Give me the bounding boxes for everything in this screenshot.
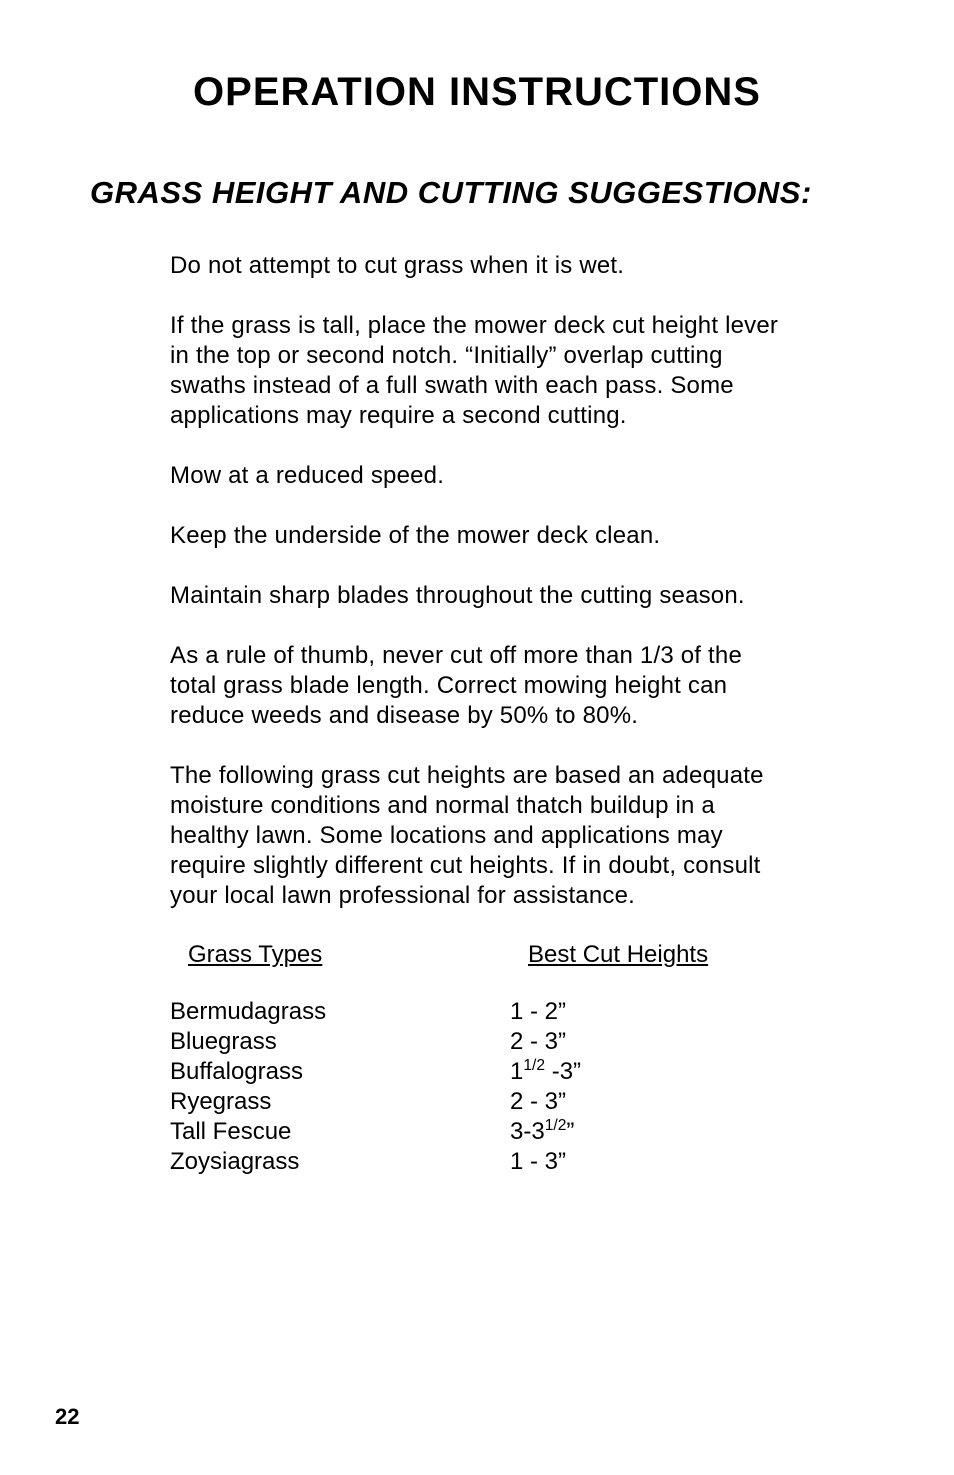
height-prefix: 1 (510, 1058, 523, 1085)
cut-heights-table: Grass Types Best Cut Heights Bermudagras… (90, 941, 864, 1177)
cut-height: 1 - 2” (510, 997, 670, 1027)
cut-height: 11/2 -3” (510, 1057, 670, 1087)
height-prefix: 2 - 3 (510, 1028, 558, 1055)
body-block: Do not attempt to cut grass when it is w… (90, 251, 864, 911)
grass-type: Buffalograss (170, 1057, 510, 1087)
grass-type: Tall Fescue (170, 1117, 510, 1147)
height-prefix: 2 - 3 (510, 1088, 558, 1115)
grass-type: Zoysiagrass (170, 1147, 510, 1177)
grass-type: Bermudagrass (170, 997, 510, 1027)
height-suffix: ” (558, 1148, 566, 1175)
table-row: Bermudagrass 1 - 2” (170, 997, 784, 1027)
page: OPERATION INSTRUCTIONS GRASS HEIGHT AND … (0, 0, 954, 1475)
height-suffix: ” (558, 998, 566, 1025)
table-row: Bluegrass 2 - 3” (170, 1027, 784, 1057)
table-header-types: Grass Types (170, 941, 528, 969)
cut-height: 2 - 3” (510, 1087, 670, 1117)
grass-type: Ryegrass (170, 1087, 510, 1117)
paragraph: Do not attempt to cut grass when it is w… (170, 251, 784, 281)
paragraph: Maintain sharp blades throughout the cut… (170, 581, 784, 611)
height-suffix: ” (558, 1088, 566, 1115)
height-sup: 1/2 (523, 1057, 545, 1074)
cut-height: 3-31/2” (510, 1117, 670, 1147)
paragraph: As a rule of thumb, never cut off more t… (170, 641, 784, 731)
table-row: Buffalograss 11/2 -3” (170, 1057, 784, 1087)
cut-height: 2 - 3” (510, 1027, 670, 1057)
paragraph: The following grass cut heights are base… (170, 761, 784, 911)
table-row: Tall Fescue 3-31/2” (170, 1117, 784, 1147)
height-sup: 1/2 (545, 1117, 567, 1134)
paragraph: Mow at a reduced speed. (170, 461, 784, 491)
table-header-heights: Best Cut Heights (528, 941, 708, 969)
height-prefix: 3-3 (510, 1118, 545, 1145)
paragraph: Keep the underside of the mower deck cle… (170, 521, 784, 551)
height-prefix: 1 - 3 (510, 1148, 558, 1175)
grass-type: Bluegrass (170, 1027, 510, 1057)
table-row: Ryegrass 2 - 3” (170, 1087, 784, 1117)
paragraph: If the grass is tall, place the mower de… (170, 311, 784, 431)
page-number: 22 (55, 1404, 79, 1430)
page-title: OPERATION INSTRUCTIONS (90, 70, 864, 115)
table-row: Zoysiagrass 1 - 3” (170, 1147, 784, 1177)
section-heading: GRASS HEIGHT AND CUTTING SUGGESTIONS: (90, 175, 864, 211)
height-suffix: -3” (545, 1058, 581, 1085)
height-prefix: 1 - 2 (510, 998, 558, 1025)
height-suffix: ” (558, 1028, 566, 1055)
table-header-row: Grass Types Best Cut Heights (170, 941, 784, 969)
height-suffix: ” (566, 1118, 574, 1145)
cut-height: 1 - 3” (510, 1147, 670, 1177)
